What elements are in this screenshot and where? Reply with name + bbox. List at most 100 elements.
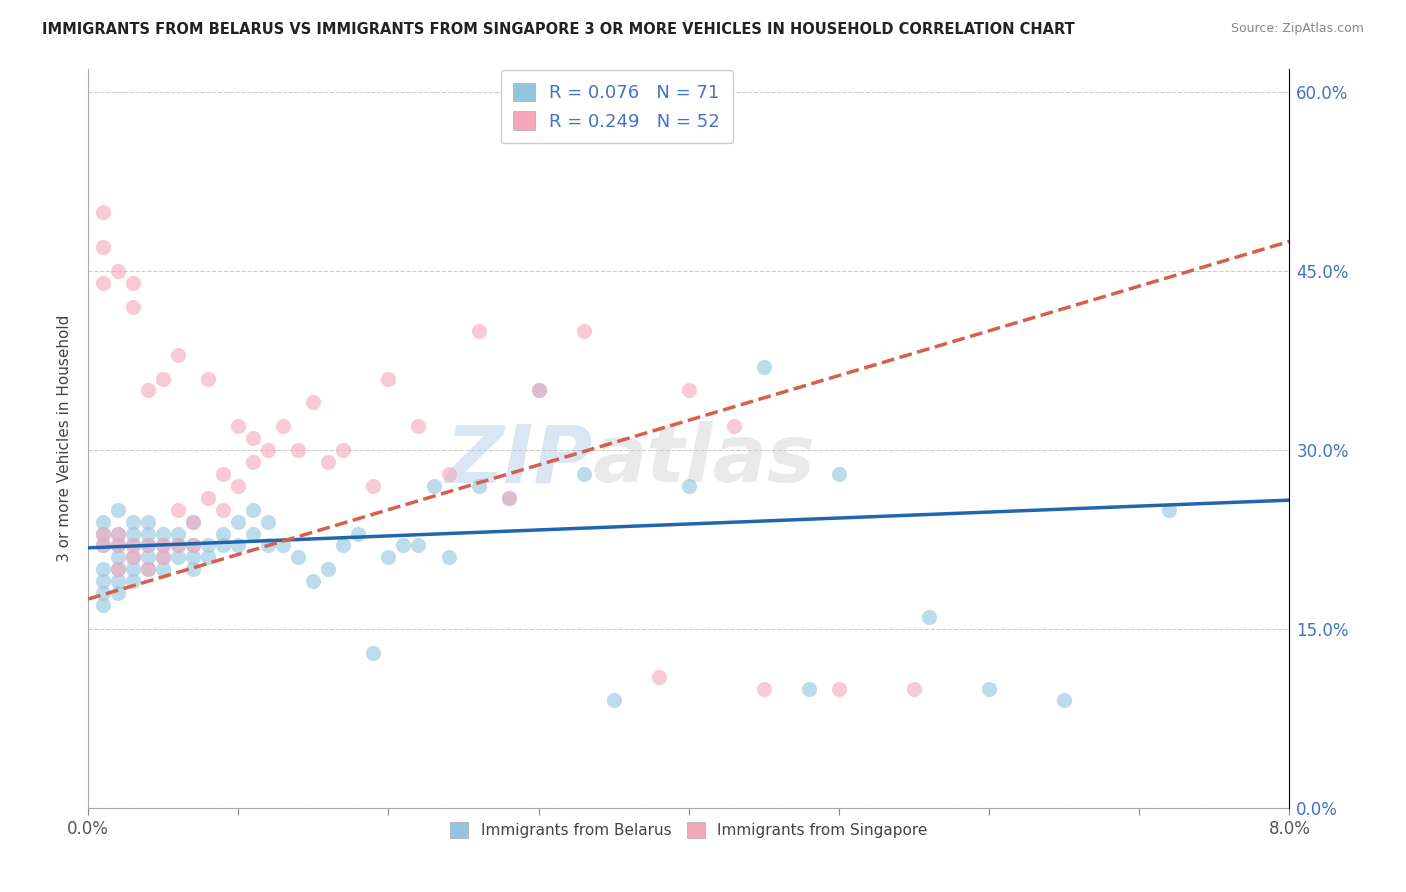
Point <box>226 479 249 493</box>
Point <box>377 550 399 565</box>
Point <box>107 502 129 516</box>
Point <box>437 467 460 481</box>
Point <box>302 395 325 409</box>
Point <box>287 443 309 458</box>
Point <box>107 526 129 541</box>
Point <box>678 384 700 398</box>
Point <box>242 455 264 469</box>
Point <box>91 204 114 219</box>
Point <box>828 467 851 481</box>
Point <box>752 359 775 374</box>
Point <box>107 562 129 576</box>
Point <box>122 550 145 565</box>
Point <box>167 348 190 362</box>
Point <box>167 538 190 552</box>
Point <box>318 562 340 576</box>
Point <box>572 467 595 481</box>
Point <box>91 240 114 254</box>
Point <box>152 550 174 565</box>
Point <box>136 515 159 529</box>
Point <box>181 550 204 565</box>
Point <box>122 538 145 552</box>
Point <box>212 526 235 541</box>
Point <box>91 276 114 290</box>
Point <box>167 550 190 565</box>
Point <box>257 538 280 552</box>
Point <box>527 384 550 398</box>
Point <box>136 550 159 565</box>
Point <box>122 526 145 541</box>
Point <box>107 562 129 576</box>
Point <box>91 538 114 552</box>
Point <box>392 538 415 552</box>
Point <box>467 324 489 338</box>
Point <box>152 538 174 552</box>
Point <box>152 526 174 541</box>
Point <box>648 670 671 684</box>
Point <box>332 538 354 552</box>
Point <box>91 526 114 541</box>
Point <box>167 538 190 552</box>
Point <box>363 479 385 493</box>
Text: atlas: atlas <box>593 421 815 500</box>
Point <box>977 681 1000 696</box>
Point <box>91 598 114 612</box>
Y-axis label: 3 or more Vehicles in Household: 3 or more Vehicles in Household <box>58 315 72 562</box>
Point <box>498 491 520 505</box>
Point <box>918 610 941 624</box>
Point <box>107 264 129 278</box>
Point <box>136 562 159 576</box>
Point <box>91 562 114 576</box>
Point <box>226 538 249 552</box>
Point <box>797 681 820 696</box>
Point <box>91 515 114 529</box>
Point <box>408 419 430 434</box>
Point <box>242 431 264 445</box>
Point <box>91 538 114 552</box>
Point <box>408 538 430 552</box>
Point <box>363 646 385 660</box>
Point <box>287 550 309 565</box>
Point <box>212 467 235 481</box>
Point <box>136 526 159 541</box>
Text: ZIP: ZIP <box>446 421 593 500</box>
Point <box>273 419 295 434</box>
Point <box>152 562 174 576</box>
Point <box>723 419 745 434</box>
Point <box>122 562 145 576</box>
Point <box>107 574 129 589</box>
Point <box>107 538 129 552</box>
Point <box>422 479 444 493</box>
Point <box>527 384 550 398</box>
Point <box>437 550 460 565</box>
Point <box>107 538 129 552</box>
Point <box>226 515 249 529</box>
Point <box>181 562 204 576</box>
Point <box>302 574 325 589</box>
Point <box>347 526 370 541</box>
Legend: Immigrants from Belarus, Immigrants from Singapore: Immigrants from Belarus, Immigrants from… <box>444 816 934 845</box>
Point <box>152 550 174 565</box>
Point <box>136 538 159 552</box>
Point <box>181 538 204 552</box>
Text: Source: ZipAtlas.com: Source: ZipAtlas.com <box>1230 22 1364 36</box>
Point <box>122 538 145 552</box>
Point <box>107 550 129 565</box>
Point <box>122 574 145 589</box>
Point <box>197 550 219 565</box>
Point <box>332 443 354 458</box>
Point <box>167 526 190 541</box>
Point <box>181 515 204 529</box>
Point <box>91 574 114 589</box>
Text: IMMIGRANTS FROM BELARUS VS IMMIGRANTS FROM SINGAPORE 3 OR MORE VEHICLES IN HOUSE: IMMIGRANTS FROM BELARUS VS IMMIGRANTS FR… <box>42 22 1076 37</box>
Point <box>122 515 145 529</box>
Point <box>136 538 159 552</box>
Point <box>122 276 145 290</box>
Point <box>752 681 775 696</box>
Point <box>273 538 295 552</box>
Point <box>242 526 264 541</box>
Point <box>212 538 235 552</box>
Point <box>467 479 489 493</box>
Point <box>678 479 700 493</box>
Point <box>181 538 204 552</box>
